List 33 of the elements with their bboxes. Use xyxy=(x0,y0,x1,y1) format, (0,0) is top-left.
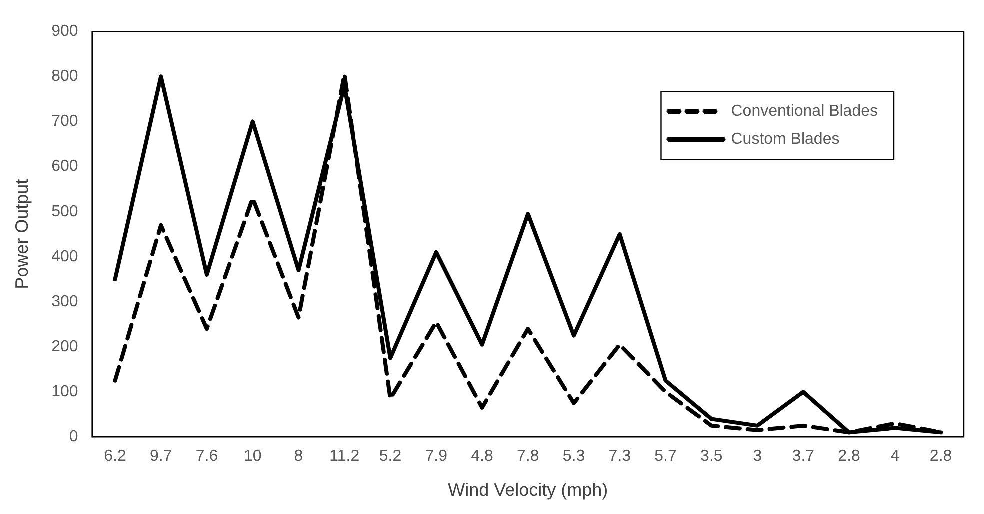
y-tick-label: 600 xyxy=(52,158,78,176)
y-tick-label: 300 xyxy=(52,293,78,310)
y-tick-label: 0 xyxy=(69,428,78,446)
legend-label: Custom Blades xyxy=(731,131,840,148)
x-tick-label: 7.3 xyxy=(608,448,632,466)
x-tick-label: 2.8 xyxy=(930,448,952,466)
y-tick-label: 500 xyxy=(52,203,78,220)
x-tick-label: 3.5 xyxy=(700,448,723,466)
y-tick-label: 700 xyxy=(52,113,78,130)
x-tick-label: 3 xyxy=(753,448,762,466)
y-tick-label: 200 xyxy=(52,338,78,356)
x-tick-label: 10 xyxy=(244,448,262,466)
x-tick-label: 2.8 xyxy=(838,448,861,466)
x-tick-label: 3.7 xyxy=(792,448,815,466)
x-tick-label: 9.7 xyxy=(150,448,172,466)
y-tick-label: 900 xyxy=(52,23,78,40)
x-tick-label: 7.6 xyxy=(196,448,218,466)
y-tick-label: 800 xyxy=(52,68,78,86)
x-tick-label: 7.9 xyxy=(425,448,448,466)
x-tick-label: 4.8 xyxy=(471,448,494,466)
x-tick-label: 4 xyxy=(890,448,900,466)
legend-label: Conventional Blades xyxy=(731,103,878,120)
x-tick-label: 11.2 xyxy=(330,448,360,466)
x-tick-label: 5.3 xyxy=(562,448,586,466)
x-tick-label: 5.7 xyxy=(654,448,678,466)
y-tick-label: 400 xyxy=(52,248,78,266)
x-axis-title: Wind Velocity (mph) xyxy=(448,480,608,500)
y-tick-label: 100 xyxy=(52,384,78,401)
x-tick-label: 7.8 xyxy=(517,448,540,466)
x-tick-label: 8 xyxy=(294,448,304,466)
x-tick-label: 6.2 xyxy=(104,448,126,466)
x-tick-label: 5.2 xyxy=(379,448,402,466)
y-axis-title: Power Output xyxy=(12,179,32,290)
